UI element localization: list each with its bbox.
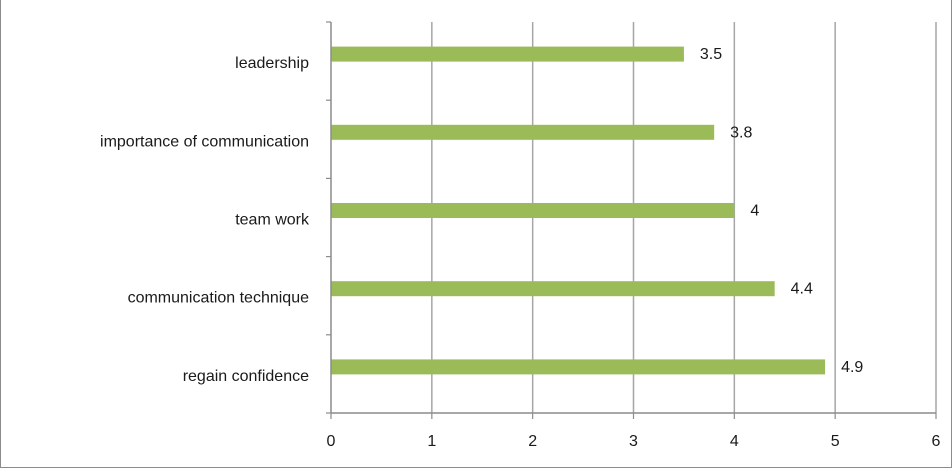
x-tick-label-2: 2 (528, 433, 537, 450)
x-tick-label-6: 6 (932, 433, 941, 450)
x-tick-label-5: 5 (831, 433, 840, 450)
bar-leadership (331, 46, 684, 62)
bar-team-work (331, 203, 735, 218)
bar-regain-confidence (331, 359, 826, 375)
x-tick-label-1: 1 (427, 433, 436, 450)
data-label: 4.4 (791, 281, 813, 298)
category-label: leadership (235, 55, 309, 72)
data-label: 4 (750, 203, 759, 220)
data-label: 3.8 (730, 124, 752, 141)
labels: 0 1 2 3 4 5 6 leadership 3.5 importance of commun… (100, 46, 941, 450)
data-label: 4.9 (841, 359, 863, 376)
category-label: importance of communication (100, 133, 309, 150)
bar-importance-of-communication (331, 124, 715, 140)
data-label: 3.5 (700, 46, 722, 63)
category-label: team work (235, 212, 310, 229)
bars (331, 46, 826, 375)
category-label: regain confidence (183, 368, 309, 385)
bar-communication-technique (331, 281, 775, 297)
x-tick-label-0: 0 (327, 433, 336, 450)
axes (326, 21, 937, 419)
x-tick-label-3: 3 (629, 433, 638, 450)
x-tick-label-4: 4 (730, 433, 739, 450)
category-label: communication technique (128, 290, 310, 307)
